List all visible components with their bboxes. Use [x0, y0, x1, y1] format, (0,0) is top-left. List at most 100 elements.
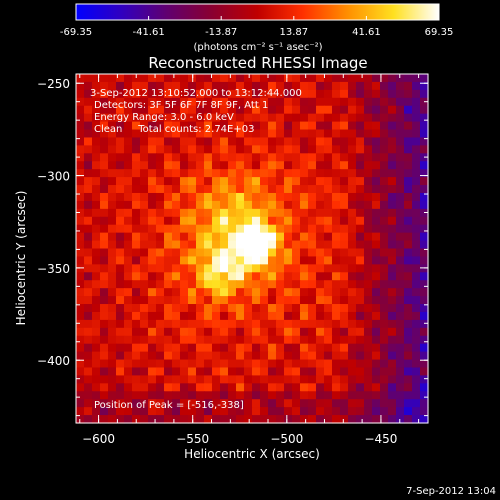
heatmap-cell — [356, 248, 365, 258]
heatmap-cell — [268, 129, 277, 139]
heatmap-cell — [108, 319, 117, 329]
heatmap-cell — [76, 145, 85, 154]
heatmap-cell — [188, 280, 197, 289]
heatmap-cell — [84, 415, 93, 424]
heatmap-cell — [260, 415, 269, 424]
plot-frame — [75, 73, 429, 424]
heatmap-cell — [188, 272, 197, 281]
heatmap-cell — [268, 311, 277, 321]
heatmap-cell — [108, 327, 117, 337]
heatmap-cell — [372, 129, 381, 139]
heatmap-cell — [228, 351, 237, 361]
heatmap-cell — [188, 192, 197, 202]
heatmap-cell — [324, 185, 333, 194]
heatmap-cell — [308, 391, 317, 400]
annotation-detectors: Detectors: 3F 5F 6F 7F 8F 9F, Att 1 — [94, 100, 268, 111]
heatmap-cell — [188, 177, 197, 186]
heatmap-cell — [196, 105, 205, 115]
heatmap-cell — [148, 105, 157, 115]
heatmap-cell — [388, 248, 397, 258]
heatmap-cell — [204, 359, 213, 369]
heatmap-cell — [220, 296, 229, 305]
heatmap-cell — [76, 407, 85, 416]
heatmap-cell — [356, 327, 365, 337]
heatmap-cell — [420, 192, 429, 202]
heatmap-cell — [108, 264, 117, 273]
heatmap-cell — [316, 232, 325, 242]
heatmap-cell — [116, 391, 125, 400]
heatmap-cell — [100, 185, 109, 194]
heatmap-cell — [92, 264, 101, 273]
heatmap-cell — [92, 74, 101, 83]
heatmap-cell — [180, 296, 189, 305]
heatmap-cell — [196, 129, 205, 139]
heatmap-cell — [196, 232, 205, 242]
heatmap-cell — [284, 232, 293, 242]
heatmap-cell — [180, 399, 189, 408]
heatmap-cell — [324, 81, 333, 91]
heatmap-cell — [84, 129, 93, 139]
heatmap-cell — [132, 272, 141, 281]
heatmap-cell — [196, 335, 205, 345]
heatmap-cell — [84, 311, 93, 321]
heatmap-cell — [276, 97, 285, 107]
heatmap-cell — [244, 272, 253, 281]
heatmap-cell — [204, 232, 213, 242]
heatmap-cell — [124, 232, 133, 242]
heatmap-cell — [404, 256, 413, 265]
heatmap-cell — [340, 177, 349, 186]
heatmap-cell — [164, 185, 173, 194]
heatmap-cell — [212, 105, 221, 115]
heatmap-cell — [244, 319, 253, 329]
heatmap-cell — [380, 311, 389, 321]
heatmap-cell — [420, 200, 429, 210]
heatmap-cell — [132, 288, 141, 297]
heatmap-cell — [100, 177, 109, 186]
heatmap-cell — [396, 407, 405, 416]
heatmap-cell — [140, 240, 149, 250]
heatmap-cell — [132, 280, 141, 289]
heatmap-cell — [156, 145, 165, 154]
heatmap-cell — [124, 74, 133, 83]
heatmap-cell — [372, 256, 381, 265]
heatmap-cell — [132, 232, 141, 242]
heatmap-cell — [108, 359, 117, 369]
y-tick-label: −350 — [37, 262, 70, 276]
heatmap-cell — [92, 327, 101, 337]
heatmap-cell — [148, 137, 157, 146]
heatmap-cell — [228, 343, 237, 353]
heatmap-cell — [340, 343, 349, 353]
heatmap-cell — [156, 383, 165, 392]
heatmap-cell — [372, 407, 381, 416]
heatmap-cell — [180, 169, 189, 178]
heatmap-cell — [252, 129, 261, 139]
heatmap-cell — [116, 232, 125, 242]
heatmap-cell — [396, 145, 405, 154]
heatmap-cell — [420, 375, 429, 384]
heatmap-cell — [156, 192, 165, 202]
heatmap-cell — [108, 137, 117, 146]
heatmap-cell — [220, 288, 229, 297]
heatmap-cell — [388, 192, 397, 202]
heatmap-cell — [140, 185, 149, 194]
heatmap-cell — [260, 383, 269, 392]
heatmap-cell — [268, 240, 277, 250]
heatmap-cell — [140, 351, 149, 361]
heatmap-cell — [372, 367, 381, 377]
heatmap-cell — [412, 185, 421, 194]
heatmap-cell — [76, 359, 85, 369]
heatmap-cell — [404, 327, 413, 337]
heatmap-cell — [300, 224, 309, 234]
heatmap-cell — [252, 153, 261, 162]
heatmap-cell — [172, 129, 181, 139]
heatmap-cell — [76, 296, 85, 305]
heatmap-cell — [236, 89, 245, 99]
heatmap-cell — [212, 367, 221, 377]
heatmap-cell — [260, 407, 269, 416]
heatmap-cell — [172, 367, 181, 377]
heatmap-cell — [380, 264, 389, 273]
heatmap-cell — [108, 383, 117, 392]
heatmap-cell — [420, 367, 429, 377]
heatmap-cell — [364, 343, 373, 353]
heatmap-cell — [412, 232, 421, 242]
